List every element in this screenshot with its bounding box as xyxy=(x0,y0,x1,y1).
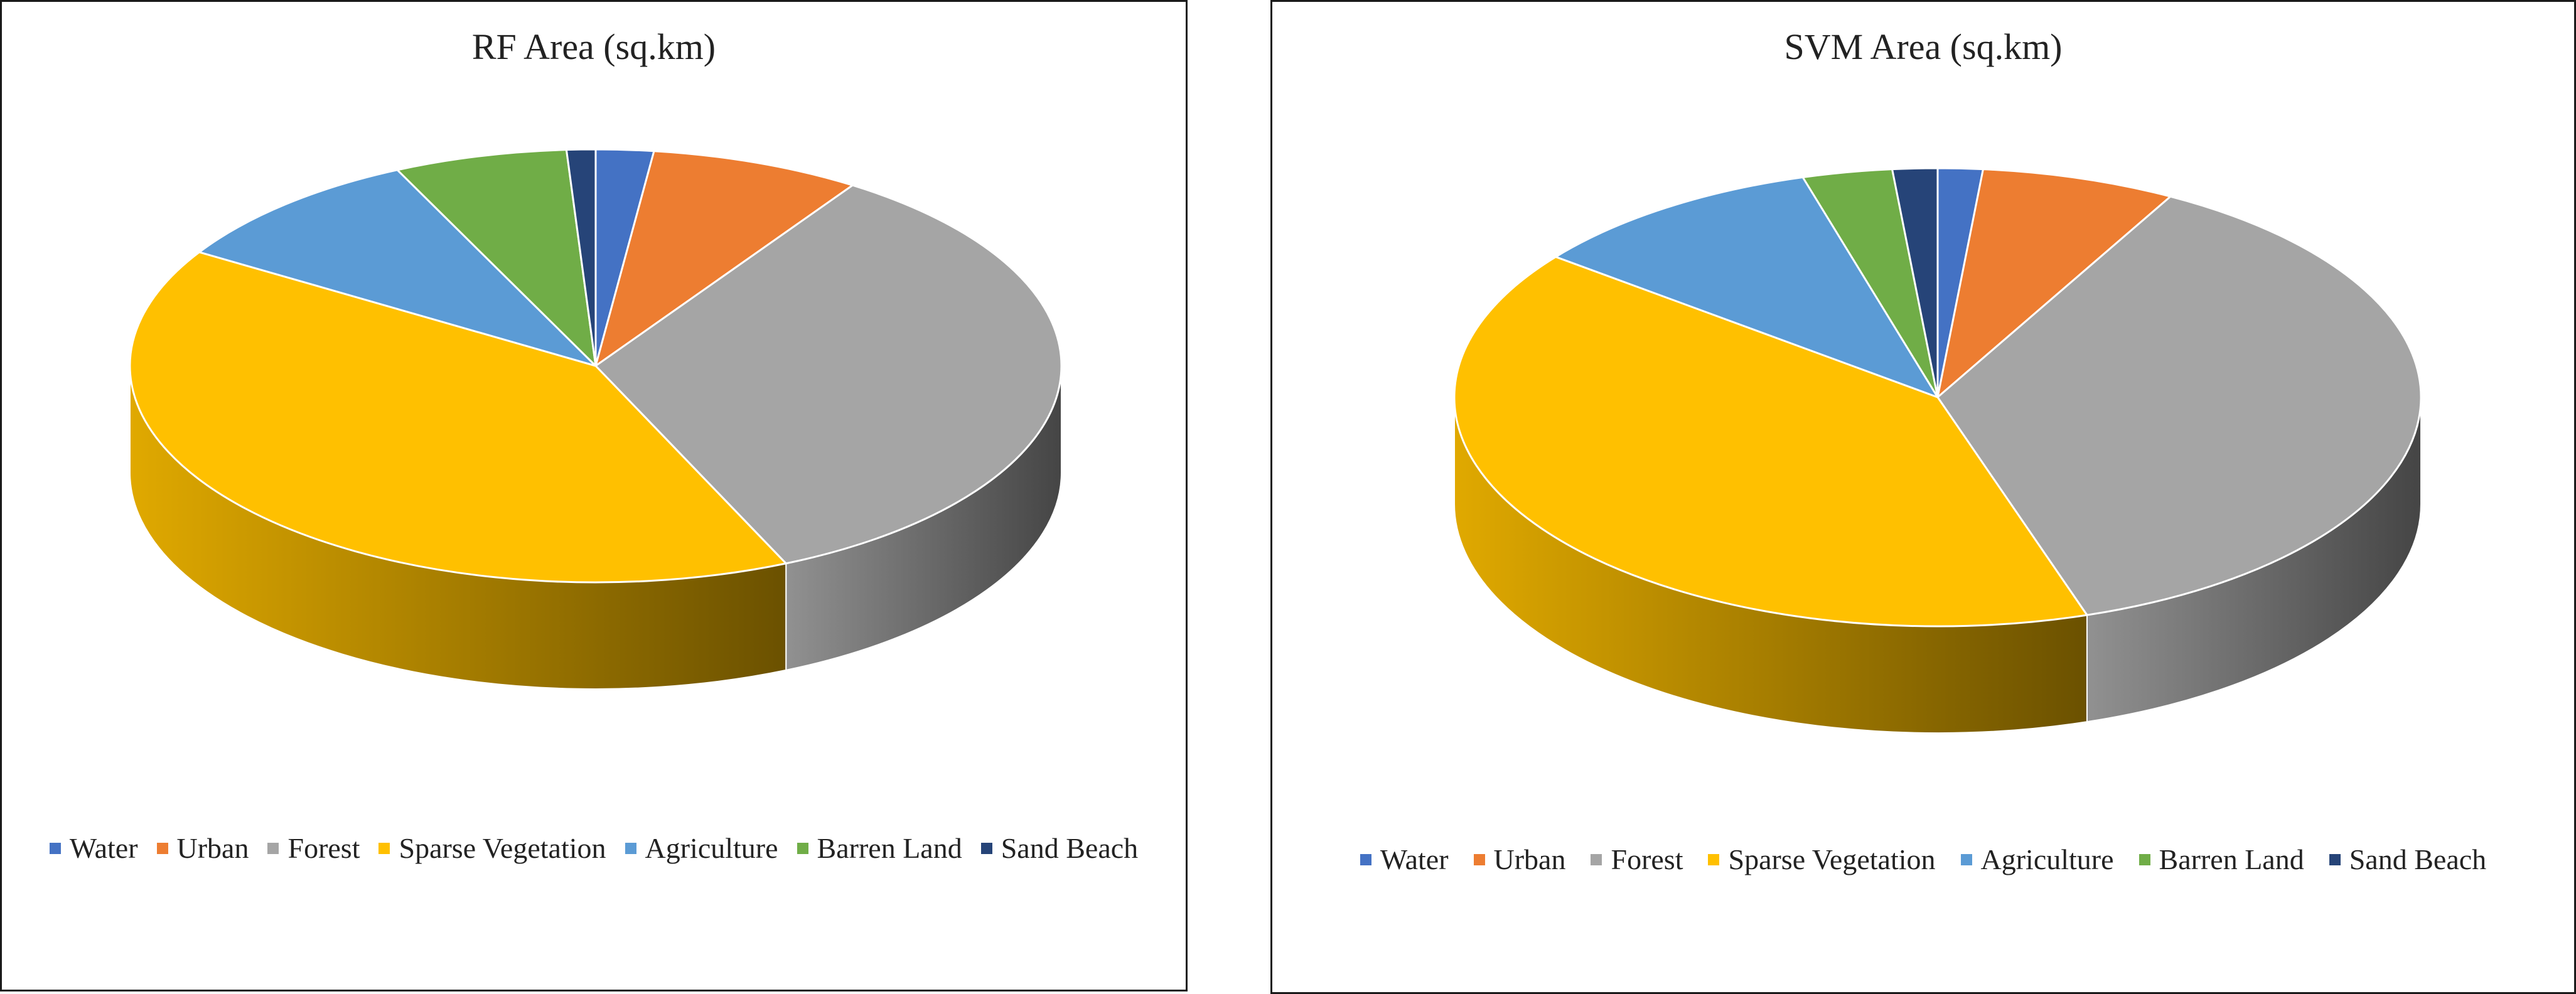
pie-slice-sand-beach xyxy=(1891,167,1939,398)
svm-area-chart: SVM Area (sq.km) Water Urban Forest Sparse … xyxy=(1270,0,2576,994)
chart-legend: Water Urban Forest Sparse Vegetation Agricul… xyxy=(2,831,1186,865)
legend-label: Forest xyxy=(287,832,360,864)
legend-label: Agriculture xyxy=(1980,843,2114,875)
legend-label: Sparse Vegetation xyxy=(1728,843,1936,875)
legend-swatch xyxy=(797,842,808,854)
legend-swatch xyxy=(1473,853,1485,865)
legend-item-sand-beach: Sand Beach xyxy=(2329,843,2486,876)
pie-slice-sparse-vegetation xyxy=(1453,255,2088,628)
legend-swatch xyxy=(625,842,636,854)
legend-item-water: Water xyxy=(49,831,138,865)
legend-swatch xyxy=(1360,853,1371,865)
legend-swatch xyxy=(49,842,61,854)
legend-item-water: Water xyxy=(1360,843,1449,876)
legend-item-sparse-vegetation: Sparse Vegetation xyxy=(1708,843,1936,876)
legend-label: Urban xyxy=(1493,843,1566,875)
legend-swatch xyxy=(1960,853,1972,865)
svm-pie-plot xyxy=(1453,167,2422,734)
legend-label: Sand Beach xyxy=(1001,832,1139,864)
legend-item-urban: Urban xyxy=(1473,843,1566,876)
pie-slice-forest xyxy=(1936,195,2422,616)
legend-item-agriculture: Agriculture xyxy=(625,831,778,865)
legend-item-forest: Forest xyxy=(267,831,360,865)
legend-label: Barren Land xyxy=(817,832,962,864)
legend-label: Barren Land xyxy=(2159,843,2304,875)
pie-slice-agriculture xyxy=(1555,176,1939,398)
legend-label: Urban xyxy=(176,832,249,864)
chart-legend: Water Urban Forest Sparse Vegetation Agricul… xyxy=(1272,843,2574,876)
legend-item-forest: Forest xyxy=(1591,843,1683,876)
legend-label: Agriculture xyxy=(645,832,778,864)
legend-swatch xyxy=(378,842,390,854)
rf-area-chart: RF Area (sq.km) Water Urban Forest Sparse V… xyxy=(0,0,1188,991)
pie-slice-forest xyxy=(594,184,1063,565)
pie-slice-sand-beach xyxy=(565,148,597,367)
legend-swatch xyxy=(267,842,279,854)
legend-label: Sand Beach xyxy=(2349,843,2487,875)
pie-slice-urban xyxy=(594,150,854,367)
legend-swatch xyxy=(2139,853,2150,865)
chart-title: RF Area (sq.km) xyxy=(471,26,716,67)
legend-swatch xyxy=(980,842,992,854)
legend-item-barren-land: Barren Land xyxy=(797,831,962,865)
legend-label: Water xyxy=(69,832,138,864)
legend-item-barren-land: Barren Land xyxy=(2139,843,2304,876)
legend-item-sand-beach: Sand Beach xyxy=(980,831,1139,865)
chart-title: SVM Area (sq.km) xyxy=(1784,26,2063,67)
pie-slice-sparse-vegetation xyxy=(129,251,787,584)
legend-label: Water xyxy=(1380,843,1449,875)
legend-item-sparse-vegetation: Sparse Vegetation xyxy=(378,831,606,865)
rf-pie-plot xyxy=(129,148,1063,690)
legend-swatch xyxy=(1591,853,1602,865)
legend-label: Sparse Vegetation xyxy=(399,832,606,864)
legend-label: Forest xyxy=(1611,843,1683,875)
legend-swatch xyxy=(156,842,168,854)
legend-item-agriculture: Agriculture xyxy=(1960,843,2114,876)
pie-slice-agriculture xyxy=(198,169,597,367)
legend-swatch xyxy=(2329,853,2341,865)
legend-item-urban: Urban xyxy=(156,831,249,865)
pie-slice-urban xyxy=(1936,168,2172,398)
legend-swatch xyxy=(1708,853,1720,865)
pie-slice-barren-land xyxy=(396,149,597,367)
